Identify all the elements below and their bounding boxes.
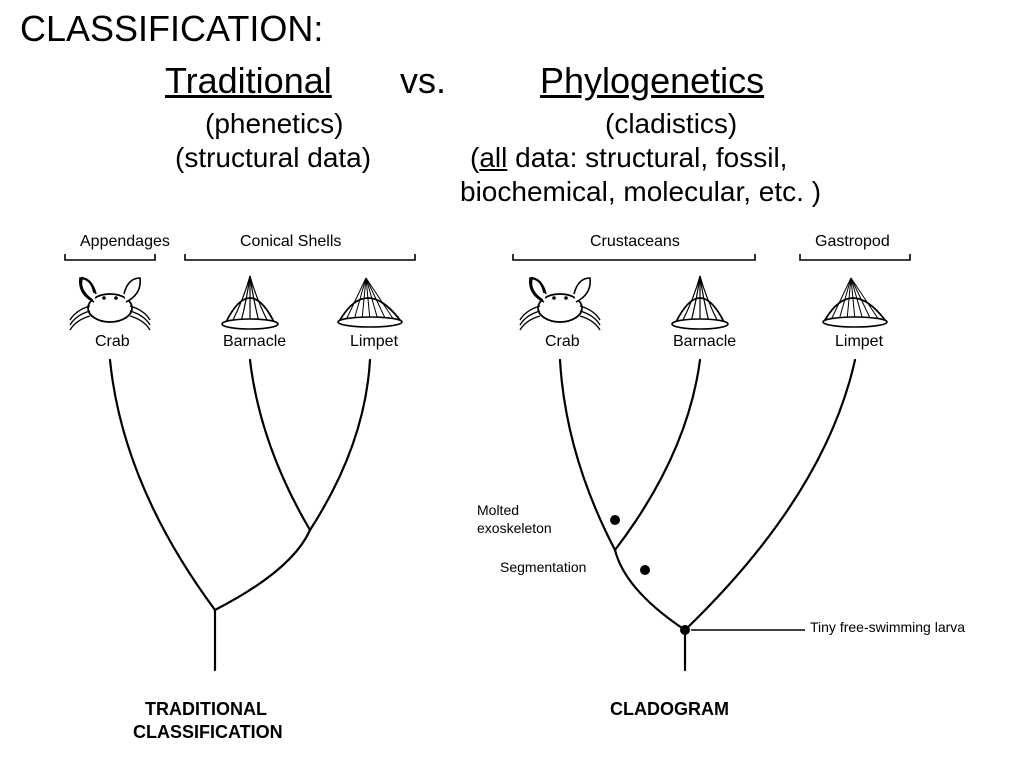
subheading-all-data-line1: (all data: structural, fossil, xyxy=(470,142,787,174)
taxon-label: Crab xyxy=(545,333,580,350)
taxon-label: Barnacle xyxy=(223,333,286,350)
group-label: Crustaceans xyxy=(590,233,680,250)
page-root: CLASSIFICATION: Traditional vs. Phylogen… xyxy=(0,0,1024,768)
barnacle-icon xyxy=(222,276,278,329)
limpet-icon xyxy=(823,278,887,327)
group-label: Appendages xyxy=(80,233,170,250)
group-label: Gastropod xyxy=(815,233,890,250)
left-tree-title-2: CLASSIFICATION xyxy=(133,722,283,742)
synapomorphy-label: Tiny free-swimming larva xyxy=(810,619,965,635)
left-tree-title: TRADITIONAL xyxy=(145,699,267,719)
subheading-structural-data: (structural data) xyxy=(175,142,371,174)
taxon-label: Limpet xyxy=(350,333,399,350)
heading-vs: vs. xyxy=(400,60,446,102)
subheading-all-data-line2: biochemical, molecular, etc. ) xyxy=(460,176,821,208)
heading-phylogenetics: Phylogenetics xyxy=(540,60,764,102)
rest-line1: data: structural, fossil, xyxy=(507,142,787,173)
subheading-cladistics: (cladistics) xyxy=(605,108,737,140)
underlined-all: all xyxy=(479,142,507,173)
paren-open: ( xyxy=(470,142,479,173)
synapomorphy-label: Segmentation xyxy=(500,559,586,575)
synapomorphy-label: exoskeleton xyxy=(477,520,552,536)
classification-diagram: Appendages Conical Shells Crab Barnacle Limp… xyxy=(15,230,1009,760)
group-label: Conical Shells xyxy=(240,233,341,250)
right-tree-title: CLADOGRAM xyxy=(610,699,729,719)
limpet-icon xyxy=(338,278,402,327)
taxon-label: Crab xyxy=(95,333,130,350)
synapomorphy-label: Molted xyxy=(477,502,519,518)
synapomorphy-node xyxy=(640,565,650,575)
page-title: CLASSIFICATION: xyxy=(20,8,323,50)
subheading-phenetics: (phenetics) xyxy=(205,108,344,140)
heading-traditional: Traditional xyxy=(165,60,332,102)
synapomorphy-node xyxy=(610,515,620,525)
taxon-label: Limpet xyxy=(835,333,884,350)
barnacle-icon xyxy=(672,276,728,329)
taxon-label: Barnacle xyxy=(673,333,736,350)
synapomorphy-node xyxy=(680,625,690,635)
